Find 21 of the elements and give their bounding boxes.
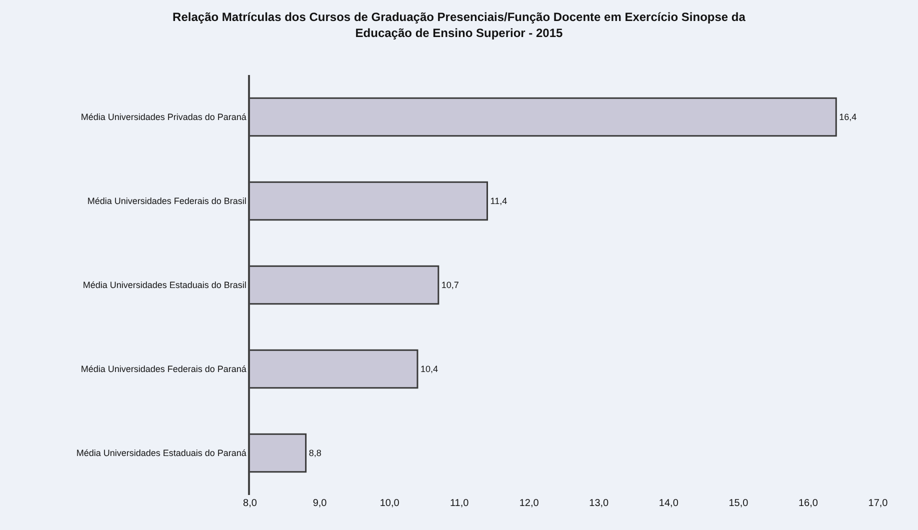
y-tick-label: Média Universidades Estaduais do Brasil bbox=[82, 280, 246, 290]
data-label: 16,4 bbox=[839, 112, 857, 122]
x-tick-label: 16,0 bbox=[798, 498, 818, 509]
data-label: 10,4 bbox=[420, 364, 438, 374]
x-tick-label: 10,0 bbox=[380, 498, 400, 509]
x-tick-label: 17,0 bbox=[868, 498, 888, 509]
y-tick-label: Média Universidades Privadas do Paraná bbox=[80, 112, 246, 122]
y-tick-label: Média Universidades Estaduais do Paraná bbox=[76, 448, 246, 458]
chart-title: Relação Matrículas dos Cursos de Graduação Presenciais/Função Docente em Exercício Sinopse da Educação de Ensino Superior - 2015 bbox=[172, 10, 746, 40]
data-label: 10,7 bbox=[441, 280, 459, 290]
x-tick-label: 8,0 bbox=[243, 498, 258, 509]
x-tick-label: 13,0 bbox=[589, 498, 610, 509]
x-tick-label: 14,0 bbox=[658, 498, 679, 509]
data-label: 8,8 bbox=[308, 448, 322, 458]
x-tick-label: 11,0 bbox=[450, 498, 470, 509]
x-tick-label: 9,0 bbox=[312, 498, 328, 509]
y-tick-label: Média Universidades Federais do Paraná bbox=[80, 364, 246, 374]
x-tick-label: 15,0 bbox=[728, 498, 749, 509]
x-tick-label: 12,0 bbox=[519, 498, 540, 509]
y-tick-label: Média Universidades Federais do Brasil bbox=[87, 196, 246, 206]
data-label: 11,4 bbox=[490, 196, 508, 206]
